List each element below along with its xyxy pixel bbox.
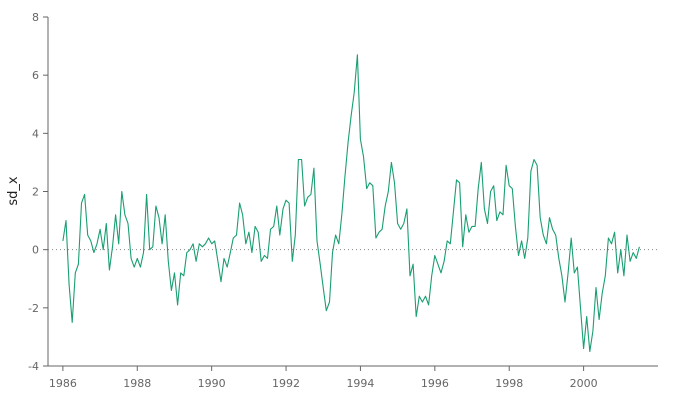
y-axis-title: sd_x <box>6 176 21 206</box>
y-tick-label: 4 <box>32 127 39 140</box>
y-tick-label: 0 <box>32 244 39 257</box>
series-line <box>62 54 640 353</box>
y-tick-label: 8 <box>32 11 39 24</box>
y-axis: -4 -2 0 2 4 6 8 <box>28 11 49 373</box>
x-tick-label: 1992 <box>272 377 300 390</box>
series-group <box>62 54 640 353</box>
y-tick-label: 6 <box>32 69 39 82</box>
y-tick-label: -2 <box>28 302 39 315</box>
x-tick-label: 2000 <box>570 377 598 390</box>
x-tick-label: 1996 <box>421 377 449 390</box>
x-tick-label: 1990 <box>198 377 226 390</box>
x-axis: 1986 1988 1990 1992 1994 1996 1998 2000 <box>48 365 658 390</box>
y-tick-label: -4 <box>28 360 39 373</box>
x-tick-label: 1986 <box>49 377 77 390</box>
x-tick-label: 1998 <box>495 377 523 390</box>
x-tick-label: 1994 <box>346 377 374 390</box>
y-tick-label: 2 <box>32 186 39 199</box>
x-tick-label: 1988 <box>123 377 151 390</box>
